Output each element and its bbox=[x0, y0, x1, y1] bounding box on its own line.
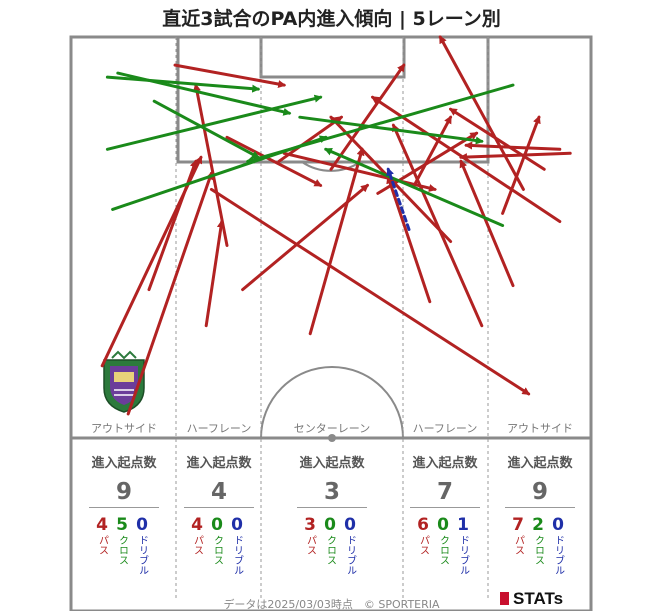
stat-total: 4 bbox=[210, 479, 227, 505]
cross-count: 2 クロス bbox=[532, 515, 544, 565]
centre-circle bbox=[260, 366, 404, 439]
lane-stat: 進入起点数 9 bbox=[500, 452, 580, 505]
cross-arrow bbox=[245, 83, 515, 164]
lane-stat: 進入起点数 7 bbox=[405, 452, 485, 505]
stat-divider bbox=[184, 507, 254, 508]
dribble-count: 0 ドリブル bbox=[136, 515, 148, 575]
stat-title: 進入起点数 bbox=[186, 456, 252, 471]
pass-count: 4 パス bbox=[191, 515, 203, 555]
brand-mark-icon bbox=[500, 592, 509, 605]
dribble-count: 0 ドリブル bbox=[344, 515, 356, 575]
pass-arrow bbox=[209, 187, 531, 396]
cross-count: 5 クロス bbox=[116, 515, 128, 565]
stat-divider bbox=[89, 507, 159, 508]
pass-arrow bbox=[277, 115, 344, 163]
pass-arrow bbox=[147, 159, 198, 292]
cross-arrow bbox=[323, 147, 505, 227]
pass-arrow bbox=[459, 159, 515, 288]
pass-arrow bbox=[193, 83, 229, 247]
dribble-arrow bbox=[386, 167, 411, 231]
pass-arrow bbox=[386, 175, 432, 304]
cross-arrow bbox=[298, 115, 484, 145]
pass-arrow bbox=[501, 115, 541, 215]
brand-name: STATs bbox=[513, 589, 564, 608]
stat-total: 9 bbox=[115, 479, 132, 505]
stat-title: 進入起点数 bbox=[507, 456, 573, 471]
lane-breakdown: 7 パス 2 クロス 0 ドリブル bbox=[511, 515, 565, 575]
centre-spot bbox=[328, 434, 336, 442]
stat-title: 進入起点数 bbox=[299, 456, 365, 471]
cross-count: 0 クロス bbox=[211, 515, 223, 565]
pass-arrow bbox=[308, 147, 365, 336]
pass-arrow bbox=[464, 141, 562, 151]
pass-arrow bbox=[329, 63, 406, 171]
lane-name: ハーフレーン bbox=[413, 422, 478, 435]
lane-stat: 進入起点数 3 bbox=[292, 452, 372, 505]
pass-arrow bbox=[225, 135, 323, 187]
stat-divider bbox=[505, 507, 575, 508]
stat-total: 9 bbox=[531, 479, 548, 505]
page-title: 直近3試合のPA内進入傾向 | 5レーン別 bbox=[162, 8, 501, 30]
lane-name: アウトサイド bbox=[91, 422, 157, 435]
cross-count: 0 クロス bbox=[324, 515, 336, 565]
stat-divider bbox=[297, 507, 367, 508]
cross-arrow bbox=[152, 99, 260, 159]
stat-title: 進入起点数 bbox=[91, 456, 157, 471]
lane-breakdown: 4 パス 5 クロス 0 ドリブル bbox=[95, 515, 149, 575]
arrows-layer bbox=[100, 35, 572, 416]
lane-stat: 進入起点数 4 bbox=[179, 452, 259, 505]
pass-arrow bbox=[282, 151, 437, 192]
pass-arrow bbox=[412, 115, 453, 187]
pass-count: 6 パス bbox=[417, 515, 429, 555]
lane-breakdown: 4 パス 0 クロス 0 ドリブル bbox=[190, 515, 244, 575]
lane-breakdown: 3 パス 0 クロス 0 ドリブル bbox=[303, 515, 357, 575]
cross-arrow bbox=[116, 71, 292, 116]
brand-logo: STATs bbox=[500, 589, 563, 609]
goal-area bbox=[259, 35, 406, 79]
lane-name: センターレーン bbox=[294, 422, 370, 435]
dribble-count: 0 ドリブル bbox=[552, 515, 564, 575]
footer-note: データは2025/03/03時点 © SPORTERIA bbox=[223, 598, 440, 611]
cross-arrow bbox=[105, 75, 261, 93]
pass-arrow bbox=[173, 63, 287, 88]
lane-name: ハーフレーン bbox=[187, 422, 252, 435]
pass-count: 7 パス bbox=[512, 515, 524, 555]
lane-stat: 進入起点数 9 bbox=[84, 452, 164, 505]
pass-arrow bbox=[126, 171, 214, 416]
pass-arrow bbox=[204, 219, 225, 328]
stat-total: 3 bbox=[323, 479, 340, 505]
cross-count: 0 クロス bbox=[437, 515, 449, 565]
dribble-count: 1 ドリブル bbox=[457, 515, 469, 575]
pass-arrow bbox=[438, 35, 525, 191]
dribble-count: 0 ドリブル bbox=[231, 515, 243, 575]
pass-count: 4 パス bbox=[96, 515, 108, 555]
lane-breakdown: 6 パス 0 クロス 1 ドリブル bbox=[416, 515, 470, 575]
stat-title: 進入起点数 bbox=[412, 456, 478, 471]
pass-arrow bbox=[391, 123, 484, 328]
stat-divider bbox=[410, 507, 480, 508]
stat-total: 7 bbox=[436, 479, 453, 505]
cross-arrow bbox=[105, 94, 323, 151]
lane-name: アウトサイド bbox=[507, 422, 573, 435]
pass-count: 3 パス bbox=[304, 515, 316, 555]
pass-arrow bbox=[459, 151, 572, 162]
